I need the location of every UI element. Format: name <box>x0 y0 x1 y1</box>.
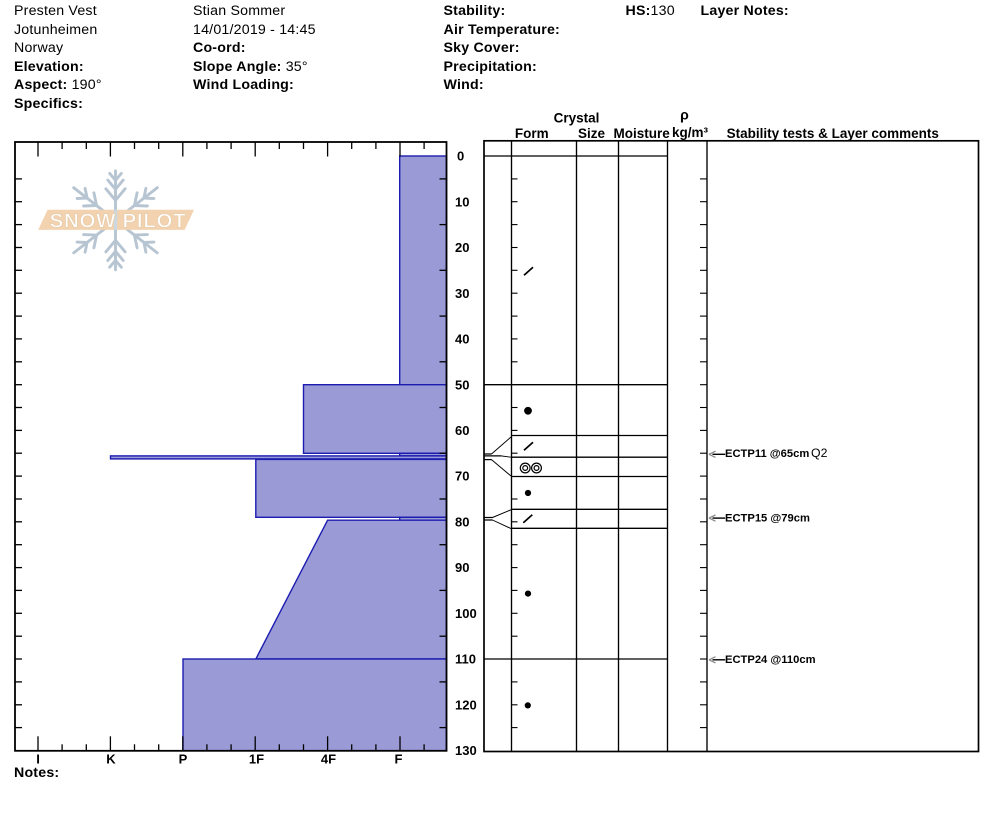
svg-text:1F: 1F <box>249 752 264 767</box>
svg-text:50: 50 <box>455 377 469 392</box>
svg-text:60: 60 <box>455 423 469 438</box>
svg-text:Crystal: Crystal <box>554 110 600 125</box>
svg-text:110: 110 <box>455 652 476 667</box>
svg-text:ECTP11 @65cm: ECTP11 @65cm <box>725 448 809 460</box>
svg-text:ECTP15 @79cm: ECTP15 @79cm <box>725 513 810 525</box>
svg-text:100: 100 <box>455 606 477 621</box>
svg-text:80: 80 <box>455 514 469 529</box>
svg-text:70: 70 <box>455 469 469 484</box>
svg-text:0: 0 <box>457 149 464 164</box>
svg-text:P: P <box>179 752 188 767</box>
svg-text:Form: Form <box>515 126 549 141</box>
svg-text:90: 90 <box>455 560 469 575</box>
svg-text:30: 30 <box>455 286 469 301</box>
svg-text:Moisture: Moisture <box>613 126 670 141</box>
svg-text:Size: Size <box>578 126 606 141</box>
svg-text:K: K <box>106 752 116 767</box>
svg-text:ECTP24 @110cm: ECTP24 @110cm <box>725 654 816 666</box>
svg-text:120: 120 <box>455 697 477 712</box>
svg-text:20: 20 <box>455 240 469 255</box>
svg-text:40: 40 <box>455 332 469 347</box>
svg-text:130: 130 <box>455 743 477 758</box>
svg-text:Q2: Q2 <box>811 446 828 460</box>
svg-text:I: I <box>36 752 40 767</box>
svg-text:kg/m³: kg/m³ <box>672 125 709 140</box>
svg-text:10: 10 <box>455 194 469 209</box>
svg-text:SNOW PILOT: SNOW PILOT <box>50 209 187 232</box>
svg-text:F: F <box>395 752 403 767</box>
svg-text:ρ: ρ <box>680 107 689 123</box>
svg-text:Stability tests & Layer commen: Stability tests & Layer comments <box>727 126 939 141</box>
svg-text:4F: 4F <box>321 752 336 767</box>
